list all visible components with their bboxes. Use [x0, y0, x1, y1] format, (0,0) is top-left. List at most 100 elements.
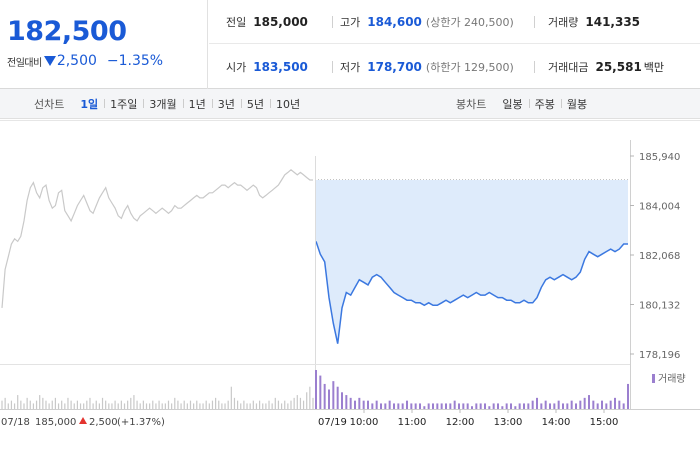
volume-bar-prev: [10, 400, 13, 409]
volume-bar-prev: [296, 395, 298, 409]
volume-bar-today: [618, 400, 621, 409]
volume-bar-prev: [152, 400, 154, 409]
up-triangle-icon: [79, 417, 87, 424]
candle-tab-0[interactable]: 일봉: [502, 98, 523, 111]
volume-bar-today: [549, 403, 551, 409]
volume-bar-today: [466, 403, 469, 409]
volume-bar-prev: [89, 397, 91, 409]
volume-bar-today: [596, 403, 599, 409]
volume-bar-prev: [189, 400, 192, 409]
volume-bar-prev: [57, 403, 60, 409]
period-tab-6[interactable]: 10년: [270, 96, 306, 112]
volume-bar-prev: [183, 400, 185, 409]
volume-bar-today: [380, 403, 382, 409]
volume-bar-today: [505, 403, 508, 409]
volume-bar-prev: [161, 403, 163, 409]
volume-bar-prev: [258, 400, 261, 409]
volume-bar-prev: [299, 397, 302, 409]
change-line: 전일대비 2,500 −1.35%: [7, 53, 163, 69]
volume-bar-today: [388, 400, 391, 409]
volume-bar-today: [419, 403, 421, 409]
volume-bar-today: [336, 386, 339, 409]
volume-bar-prev: [177, 400, 179, 409]
volume-bar-prev: [4, 397, 6, 409]
divider: [332, 16, 333, 28]
volume-bar-today: [510, 403, 512, 409]
change-value: 2,500: [56, 53, 97, 69]
volume-bar-today: [540, 403, 543, 409]
volume-bar-today: [523, 403, 525, 409]
volume-bar-prev: [17, 395, 19, 409]
volume-bar-today: [453, 400, 456, 409]
volume-value: 141,335: [585, 15, 641, 29]
prev-close-cell: 전일 185,000: [226, 0, 308, 44]
volume-bar-today: [432, 403, 434, 409]
volume-bar-prev: [202, 403, 204, 409]
lower-limit: (하한가 129,500): [425, 61, 514, 74]
volume-bar-prev: [86, 400, 88, 409]
info-row-2: 시가 183,500 저가 178,700 (하한가 129,500) 거래대금…: [209, 45, 700, 89]
price-chart[interactable]: 185,940 184,004 182,068 180,132 178,196 거래량 10…: [0, 120, 700, 450]
candle-tab-1[interactable]: 주봉: [528, 96, 561, 112]
volume-bar-prev: [149, 403, 151, 409]
volume-bar-today: [583, 397, 586, 409]
volume-bar-today: [328, 389, 330, 409]
volume-bar-prev: [230, 386, 232, 409]
volume-bar-prev: [7, 403, 9, 409]
volume-bar-today: [514, 406, 517, 409]
volume-bar-prev: [139, 403, 141, 409]
volume-bar-prev: [167, 400, 170, 409]
volume-bar-prev: [29, 400, 31, 409]
line-chart-periods: 선차트 1일 1주일 3개월 1년 3년 5년 10년: [34, 89, 306, 119]
prev-day-close-label: 185,000: [35, 417, 76, 428]
volume-bar-today: [566, 403, 569, 409]
volume-bar-prev: [302, 400, 305, 409]
volume-bar-prev: [95, 400, 97, 409]
volume-bar-today: [458, 403, 460, 409]
volume-bar-today: [588, 395, 590, 409]
volume-bar-today: [497, 403, 499, 409]
volume-bar-prev: [20, 400, 22, 409]
today-date-label: 07/19: [318, 417, 347, 428]
x-tick-label: 14:00: [542, 417, 571, 428]
volume-cell: 거래량 141,335: [548, 0, 640, 44]
period-tab-4[interactable]: 3년: [211, 96, 241, 112]
candle-tab-2[interactable]: 월봉: [560, 96, 593, 112]
volume-bar-today: [544, 400, 547, 409]
line-chart-label: 선차트: [34, 98, 65, 111]
period-tab-0[interactable]: 1일: [80, 98, 99, 111]
volume-bar-prev: [249, 403, 251, 409]
x-tick-label: 15:00: [590, 417, 619, 428]
volume-bar-prev: [196, 400, 198, 409]
volume-legend-label: 거래량: [658, 373, 686, 385]
volume-bar-today: [553, 403, 556, 409]
volume-bar-prev: [136, 400, 138, 409]
period-tab-3[interactable]: 1년: [182, 96, 212, 112]
down-triangle-icon: [43, 56, 56, 66]
divider: [534, 16, 535, 28]
volume-bar-today: [406, 400, 408, 409]
volume-bar-today: [527, 403, 530, 409]
prev-day-date-label: 07/18: [1, 417, 30, 428]
period-tab-2[interactable]: 3개월: [143, 96, 182, 112]
volume-bar-today: [319, 375, 322, 409]
today-line: [315, 241, 628, 344]
volume-bar-today: [579, 400, 582, 409]
volume-bar-prev: [145, 403, 148, 409]
volume-bar-prev: [130, 397, 132, 409]
volume-bar-prev: [243, 400, 245, 409]
volume-bar-prev: [70, 400, 72, 409]
prev-close-label: 전일: [226, 16, 247, 29]
volume-bar-prev: [123, 403, 126, 409]
volume-bar-today: [471, 406, 473, 409]
volume-bar-today: [315, 370, 317, 409]
high-value: 184,600: [367, 15, 422, 29]
volume-bar-today: [341, 392, 343, 409]
volume-bar-today: [488, 406, 491, 409]
period-tab-1[interactable]: 1주일: [104, 96, 143, 112]
prev-day-line: [1, 169, 313, 308]
volume-bar-today: [445, 403, 447, 409]
period-tab-5[interactable]: 5년: [240, 96, 270, 112]
volume-bar-prev: [265, 403, 267, 409]
low-value: 178,700: [367, 60, 422, 74]
